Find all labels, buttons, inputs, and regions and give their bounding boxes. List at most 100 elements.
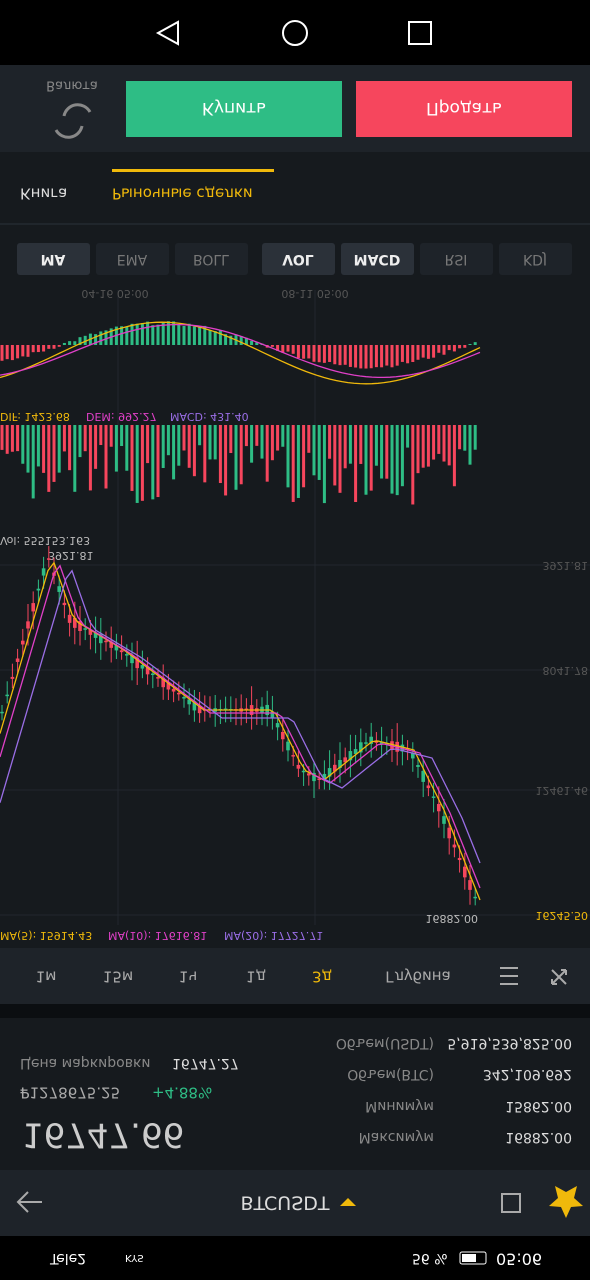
volume-bar <box>57 425 61 473</box>
sell-button[interactable] <box>356 81 572 137</box>
macd-bar <box>317 345 321 363</box>
candle-body <box>135 657 139 669</box>
indicator-button[interactable] <box>17 243 90 275</box>
settings-icon[interactable] <box>500 967 518 985</box>
macd-bar <box>296 345 300 359</box>
tab[interactable]: Рыночные сделки <box>112 185 253 203</box>
tab[interactable]: Книга <box>20 185 67 203</box>
candle-body <box>442 816 446 824</box>
currency-icon[interactable] <box>54 103 92 139</box>
nav-recent[interactable] <box>408 21 432 45</box>
candle-body <box>119 650 124 653</box>
axis-label: 8041.78 <box>543 664 589 677</box>
back-button[interactable] <box>16 1191 42 1213</box>
macd-bar <box>192 326 196 345</box>
macd-bar <box>52 345 56 349</box>
timeframe[interactable]: 15м <box>103 968 133 986</box>
candle-body <box>5 694 9 697</box>
stat-label: Объем(USDT) <box>336 1035 434 1051</box>
timeframe[interactable]: 3д <box>312 968 332 986</box>
candle-body <box>317 778 321 781</box>
volume-bar <box>229 425 233 454</box>
nav-home[interactable] <box>282 20 308 46</box>
timeframe[interactable]: Глубина <box>385 968 451 986</box>
candle-body <box>353 749 358 754</box>
indicator-button[interactable] <box>341 243 414 275</box>
macd-bar <box>140 323 144 345</box>
volume-bar <box>239 425 243 485</box>
macd-bar <box>182 326 186 345</box>
volume-bar <box>333 425 337 486</box>
candle-body <box>364 742 368 744</box>
candle-body <box>416 765 420 767</box>
macd-bar <box>99 331 103 345</box>
timeframe[interactable]: 1ч <box>179 968 197 986</box>
volume-bar <box>213 425 217 460</box>
candle-body <box>114 645 119 651</box>
macd-bar <box>452 345 456 352</box>
macd-bar <box>473 342 477 345</box>
volume-bar <box>374 425 378 466</box>
indicator-button[interactable] <box>96 243 169 275</box>
volume-bar <box>281 425 285 447</box>
macd-bar <box>291 345 295 354</box>
macd-bar <box>166 321 170 345</box>
macd-bar <box>172 321 176 345</box>
fullscreen-icon[interactable] <box>551 969 567 985</box>
macd-bar <box>468 344 472 345</box>
volume-bar <box>172 425 176 480</box>
candle-body <box>104 640 108 643</box>
ma10-line <box>0 564 481 889</box>
axis-label: 3921.81 <box>543 559 589 572</box>
volume-bar <box>250 425 254 463</box>
axis-label: 16245.50 <box>536 909 589 922</box>
separator <box>0 1004 590 1018</box>
volume-bar <box>458 425 462 450</box>
volume-bar <box>265 425 269 482</box>
macd-bar <box>390 345 394 368</box>
volume-bar <box>364 425 368 495</box>
stat-label: Максимум <box>359 1129 434 1145</box>
candle-body <box>343 757 347 763</box>
macd-bar <box>432 345 436 358</box>
macd-bar <box>21 345 25 357</box>
macd-bar <box>68 341 72 345</box>
favorite-star[interactable] <box>549 1186 583 1218</box>
last-price: 16747.66 <box>22 1115 184 1155</box>
buy-button[interactable] <box>126 81 342 137</box>
candle-body <box>457 857 462 861</box>
timeframe[interactable]: 1д <box>246 968 266 986</box>
macd-bar <box>281 345 285 353</box>
macd-bar <box>161 322 165 345</box>
volume-bar <box>468 425 472 465</box>
dropdown-arrow <box>340 1198 356 1206</box>
macd-bar <box>421 345 425 358</box>
indicator-label: EMA <box>117 251 148 267</box>
macd-bar <box>343 345 347 365</box>
stat-value: 16882.00 <box>505 1129 572 1145</box>
macd-bar <box>463 345 467 348</box>
indicator-button[interactable] <box>499 243 572 275</box>
candle-body <box>291 755 295 757</box>
indicator-button[interactable] <box>262 243 335 275</box>
share-button[interactable] <box>501 1193 521 1213</box>
volume-bar <box>328 425 332 459</box>
indicator-button[interactable] <box>420 243 493 275</box>
candle-body <box>47 558 51 560</box>
candle-body <box>338 759 342 769</box>
volume-bar <box>182 425 186 451</box>
volume-bar <box>208 425 212 460</box>
volume-bar <box>260 425 264 459</box>
volume-bar <box>109 425 113 447</box>
symbol[interactable]: BTCUSDT <box>241 1192 330 1214</box>
nav-back[interactable] <box>155 20 179 46</box>
candle-body <box>83 628 87 630</box>
macd-bar <box>255 342 259 345</box>
volume-bar <box>416 425 420 474</box>
change: +4.88% <box>152 1084 212 1102</box>
candle-body <box>411 752 415 759</box>
timeframe[interactable]: 1м <box>36 968 57 986</box>
volume-bar <box>68 425 72 471</box>
indicator-button[interactable] <box>175 243 248 275</box>
